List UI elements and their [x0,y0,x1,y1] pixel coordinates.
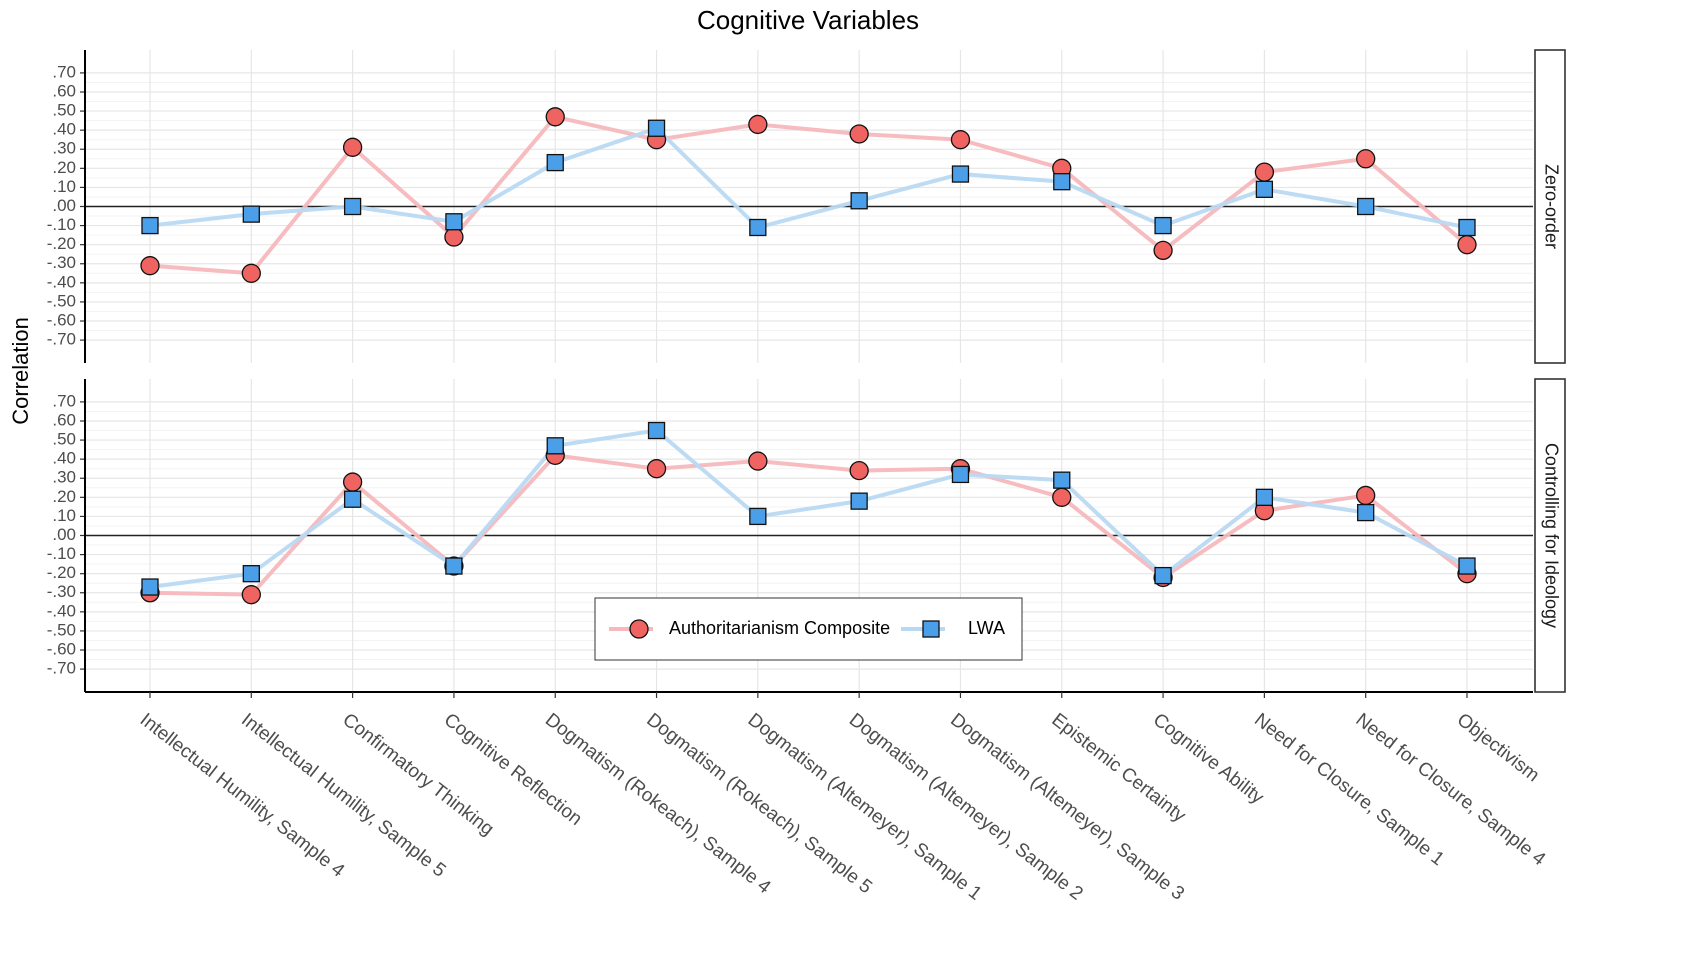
marker [342,472,363,492]
marker [1052,487,1072,507]
marker [1357,197,1375,216]
marker [1356,149,1376,169]
y-tick-label: .00 [52,196,76,215]
marker [546,153,564,172]
marker [242,205,260,223]
marker [1458,557,1476,575]
marker [749,507,767,526]
panel-label: Zero-order [1541,164,1561,249]
y-tick-label: -.10 [47,215,76,234]
x-tick-label: Intellectual Humility, Sample 4 [136,709,349,882]
marker [343,197,362,216]
panel-strip [1534,49,1566,364]
marker [1053,173,1071,191]
y-tick-label: .30 [52,468,76,487]
marker [1154,216,1172,235]
panel-label: Controlling for Ideology [1541,443,1561,628]
y-tick-label: .70 [52,391,76,410]
marker [748,114,768,135]
marker [444,227,464,247]
y-tick-label: .10 [52,177,76,196]
y-tick-label: -.30 [47,253,76,272]
marker [1457,235,1477,255]
marker [749,218,767,237]
marker [1154,566,1172,585]
marker [342,137,363,157]
legend-marker [922,620,940,638]
marker [1458,218,1476,237]
y-tick-label: -.60 [47,310,76,329]
series-line [149,453,1469,597]
marker [1356,485,1376,506]
marker [849,124,869,144]
x-tick-label: Objectivism [1453,709,1543,786]
y-tick-label: -.70 [47,330,76,349]
marker [141,578,159,596]
y-tick-label: -.10 [47,544,76,563]
y-tick-label: .20 [52,487,76,506]
y-tick-label: -.40 [47,601,76,620]
y-tick-label: .60 [52,410,76,429]
y-tick-label: .00 [52,525,76,544]
marker [1053,471,1071,489]
series-line [149,428,1468,590]
marker [140,256,160,276]
x-tick-label: Need for Closure, Sample 4 [1352,709,1550,870]
y-tick-label: -.70 [47,659,76,678]
y-tick-label: .60 [52,81,76,100]
marker [646,459,667,479]
panel-strip [1534,378,1566,693]
marker [1255,488,1274,506]
y-tick-label: .40 [52,449,76,468]
y-tick-label: -.20 [47,563,76,582]
y-tick-label: .70 [52,62,76,81]
marker [951,165,970,183]
y-tick-label: .50 [52,430,76,449]
marker [343,490,362,508]
y-tick-label: .10 [52,506,76,525]
y-tick-label: -.50 [47,620,76,639]
marker [241,263,261,283]
marker [647,421,666,440]
y-axis-label: Correlation [8,317,33,425]
chart-title: Cognitive Variables [697,5,919,35]
marker [849,460,869,481]
marker [850,492,868,510]
marker [1357,503,1375,522]
legend-box [594,597,1023,661]
legend-label: LWA [968,618,1005,638]
marker [1255,180,1274,198]
marker [241,585,261,605]
marker [950,130,971,150]
marker [445,557,463,575]
series-line [149,125,1468,230]
y-tick-label: .40 [52,120,76,139]
legend-label: Authoritarianism Composite [669,618,890,638]
marker [1254,162,1275,182]
y-tick-label: -.40 [47,272,76,291]
marker [850,192,868,210]
y-tick-label: -.50 [47,291,76,310]
marker [1153,240,1173,261]
marker [242,565,260,583]
marker [445,213,463,231]
marker [951,465,970,484]
marker [546,437,564,455]
x-tick-label: Intellectual Humility, Sample 5 [237,709,449,881]
x-tick-label: Need for Closure, Sample 1 [1250,709,1448,870]
y-tick-label: -.60 [47,639,76,658]
marker [748,451,768,471]
y-tick-label: -.30 [47,582,76,601]
marker [545,107,565,127]
y-tick-label: .50 [52,101,76,120]
marker [141,216,159,235]
series-line [149,114,1469,276]
y-tick-label: .30 [52,139,76,158]
y-tick-label: .20 [52,158,76,177]
marker [647,119,666,137]
legend-marker [629,619,649,639]
y-tick-label: -.20 [47,234,76,253]
